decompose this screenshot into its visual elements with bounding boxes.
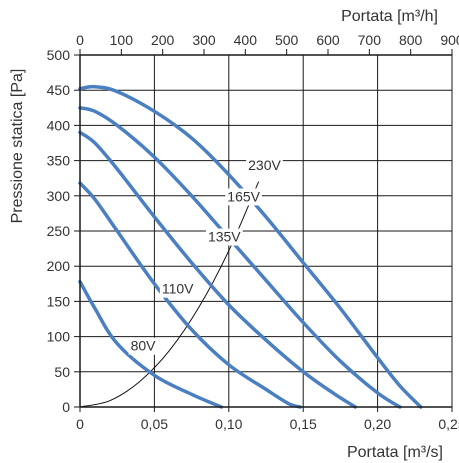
x2-tick-label: 0: [76, 32, 84, 48]
fan-curve-135v: [78, 130, 358, 409]
y-axis-title: Pressione statica [Pa]: [9, 69, 26, 224]
x2-tick-label: 700: [358, 32, 382, 48]
y-tick-label: 300: [47, 188, 71, 204]
y-tick-label: 350: [47, 153, 71, 169]
curve-label-bg: [205, 228, 243, 246]
x2-tick-label: 800: [399, 32, 423, 48]
x-axis-title: Portata [m³/s]: [347, 444, 443, 461]
x-tick-label: 0,25: [438, 416, 459, 432]
y-tick-label: 150: [47, 293, 71, 309]
y-tick-label: 250: [47, 223, 71, 239]
fan-curve-165v: [78, 106, 402, 409]
y-tick-label: 500: [47, 47, 71, 63]
y-tick-label: 200: [47, 258, 71, 274]
y-tick-label: 100: [47, 329, 71, 345]
fan-curve-80v: [78, 279, 224, 409]
x2-tick-label: 600: [316, 32, 340, 48]
x-tick-label: 0,10: [215, 416, 242, 432]
curve-label-230v: 230V: [248, 157, 281, 173]
fan-curves-group: [78, 84, 423, 409]
x-tick-label: 0: [76, 416, 84, 432]
x-tick-label: 0,15: [290, 416, 317, 432]
plot-axes: [74, 49, 453, 412]
x-tick-label: 0,20: [364, 416, 391, 432]
x2-axis-title: Portata [m³/h]: [341, 8, 438, 25]
curve-label-bg: [128, 337, 158, 355]
y-tick-label: 50: [54, 364, 70, 380]
curve-label-80v: 80V: [131, 338, 157, 354]
y-tick-label: 400: [47, 117, 71, 133]
curve-label-bg: [225, 188, 263, 206]
x2-tick-label: 400: [234, 32, 258, 48]
x2-tick-label: 200: [151, 32, 175, 48]
x2-tick-label: 100: [110, 32, 134, 48]
system-curve-group: [79, 181, 260, 408]
system-curve-line: [79, 181, 260, 408]
curve-label-bg: [246, 156, 283, 174]
chart-labels: 0 50 100 150 200 250 300 350 400 450 500 0 0,05 0,10 0…: [9, 8, 459, 461]
x-tick-label: 0,05: [141, 416, 168, 432]
curve-label-135v: 135V: [208, 229, 241, 245]
fan-curve-110v: [78, 181, 302, 409]
curve-label-110v: 110V: [162, 281, 194, 297]
x2-tick-label: 300: [192, 32, 216, 48]
x2-tick-label: 500: [275, 32, 299, 48]
y-tick-label: 450: [47, 82, 71, 98]
curve-label-bg: [159, 280, 196, 298]
x2-tick-label: 900: [440, 32, 459, 48]
curve-label-165v: 165V: [227, 188, 260, 204]
y-tick-label: 0: [62, 399, 70, 415]
